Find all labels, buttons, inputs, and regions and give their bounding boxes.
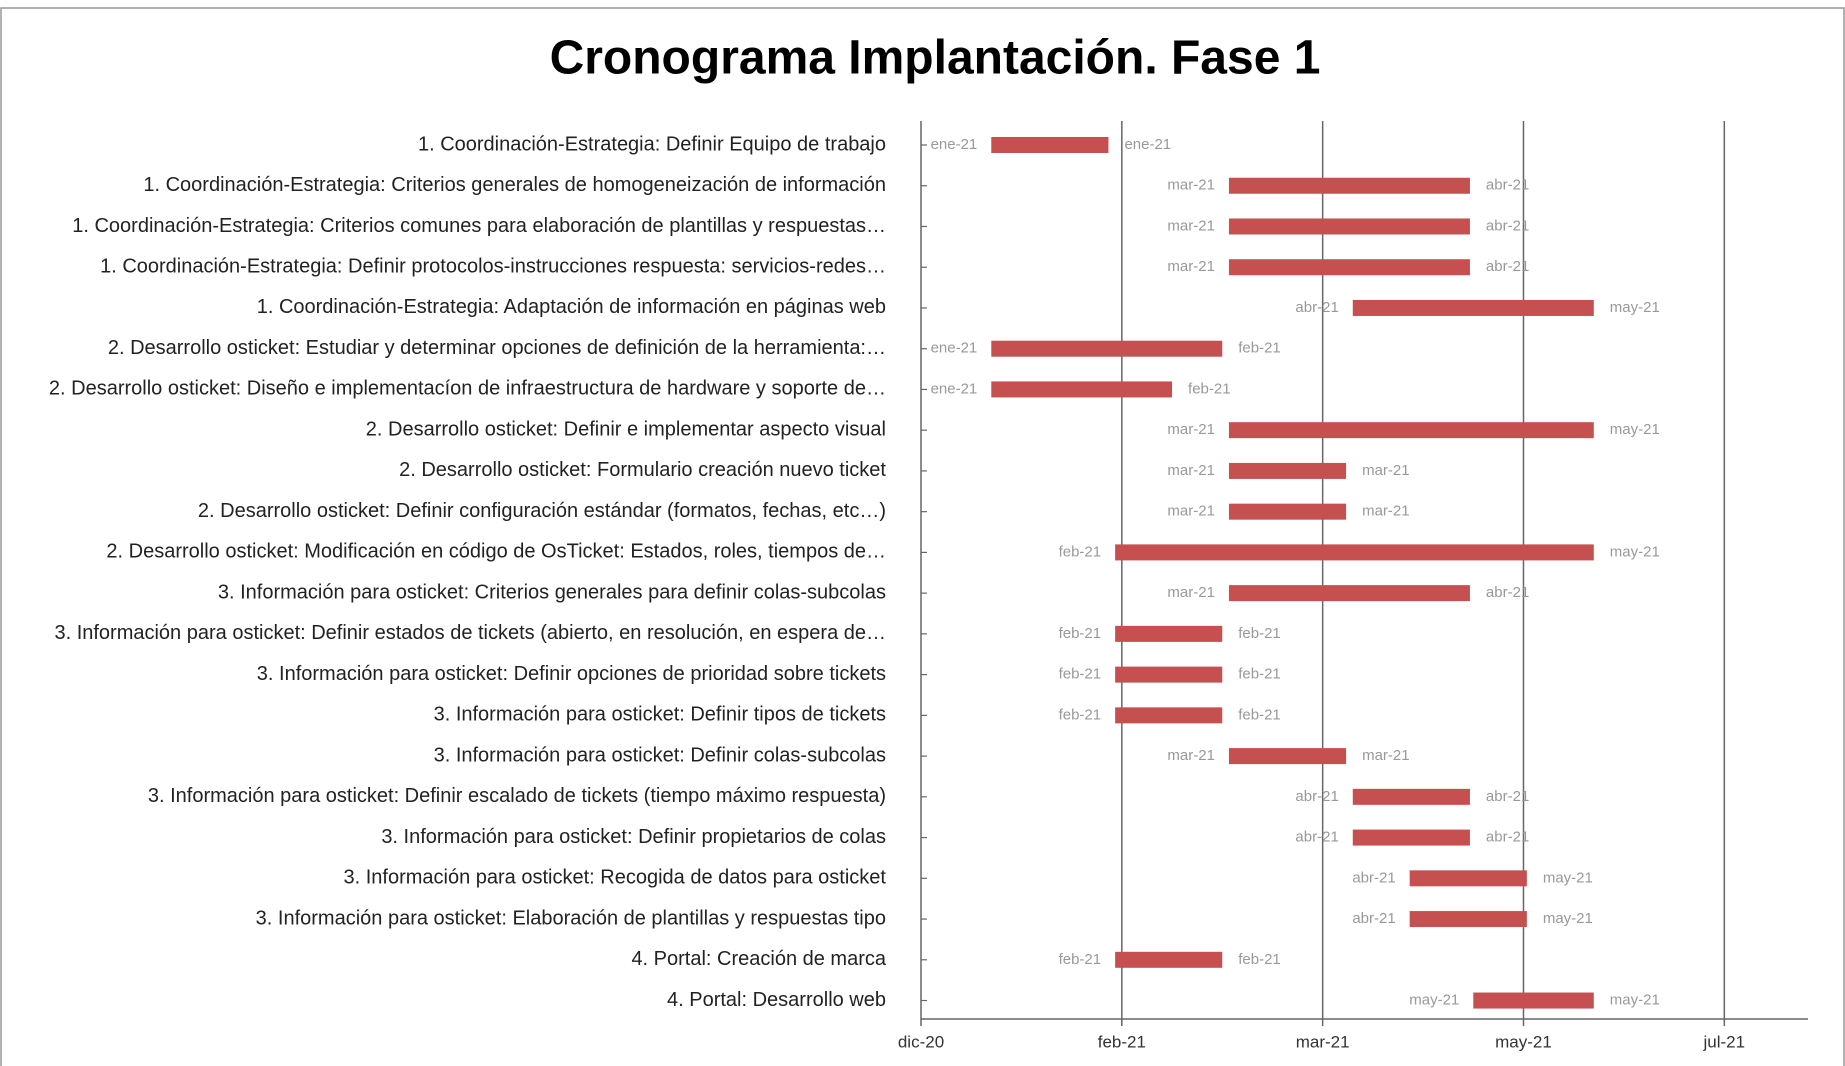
- end-label: abr-21: [1486, 788, 1529, 805]
- task-bar: [1115, 625, 1223, 642]
- task-label: 4. Portal: Desarrollo web: [667, 989, 886, 1011]
- start-label: feb-21: [1059, 625, 1102, 642]
- task-bar: [1352, 788, 1470, 805]
- task-label: 2. Desarrollo osticket: Formulario creac…: [399, 459, 886, 481]
- end-label: feb-21: [1238, 706, 1281, 723]
- x-tick-label: mar-21: [1296, 1032, 1350, 1051]
- start-label: abr-21: [1295, 829, 1338, 846]
- start-label: mar-21: [1167, 584, 1215, 601]
- start-label: feb-21: [1059, 951, 1102, 968]
- start-label: abr-21: [1352, 869, 1395, 886]
- end-label: mar-21: [1362, 462, 1410, 479]
- start-label: mar-21: [1167, 217, 1215, 234]
- task-bar: [1115, 707, 1223, 724]
- end-label: may-21: [1610, 421, 1660, 438]
- start-label: mar-21: [1167, 177, 1215, 194]
- task-bar: [1228, 259, 1470, 276]
- task-bar: [991, 340, 1223, 357]
- start-label: mar-21: [1167, 421, 1215, 438]
- start-label: feb-21: [1059, 666, 1102, 683]
- task-bar: [1228, 503, 1347, 520]
- task-bar: [1409, 870, 1527, 887]
- task-label: 2. Desarrollo osticket: Diseño e impleme…: [49, 378, 886, 400]
- end-label: feb-21: [1188, 380, 1231, 397]
- task-label: 3. Información para osticket: Definir co…: [434, 744, 886, 766]
- start-label: ene-21: [931, 380, 978, 397]
- task-bar: [991, 381, 1173, 398]
- task-label: 2. Desarrollo osticket: Modificación en …: [106, 541, 886, 563]
- start-label: ene-21: [931, 136, 978, 153]
- start-label: mar-21: [1167, 258, 1215, 275]
- end-label: feb-21: [1238, 625, 1281, 642]
- task-label: 1. Coordinación-Estrategia: Criterios ge…: [143, 174, 886, 196]
- end-label: abr-21: [1486, 584, 1529, 601]
- task-label: 2. Desarrollo osticket: Estudiar y deter…: [108, 337, 886, 359]
- frame: [0, 7, 1845, 1066]
- x-tick-label: jul-21: [1703, 1032, 1746, 1051]
- task-bar: [1228, 422, 1594, 439]
- end-label: ene-21: [1124, 136, 1171, 153]
- x-tick-label: may-21: [1495, 1032, 1552, 1051]
- task-bar: [1473, 992, 1594, 1009]
- end-label: mar-21: [1362, 747, 1410, 764]
- task-bar: [1115, 666, 1223, 683]
- task-label: 3. Información para osticket: Definir es…: [54, 622, 886, 644]
- task-bar: [1352, 299, 1594, 316]
- task-label: 3. Información para osticket: Definir pr…: [381, 826, 886, 848]
- start-label: abr-21: [1352, 910, 1395, 927]
- task-bar: [1228, 585, 1470, 602]
- chart-title: Cronograma Implantación. Fase 1: [550, 32, 1321, 85]
- task-label: 3. Información para osticket: Recogida d…: [343, 867, 886, 889]
- end-label: feb-21: [1238, 340, 1281, 357]
- task-bar: [1115, 544, 1594, 561]
- task-bar: [1352, 829, 1470, 846]
- task-label: 2. Desarrollo osticket: Definir e implem…: [366, 418, 886, 440]
- x-tick-label: feb-21: [1098, 1032, 1146, 1051]
- start-label: mar-21: [1167, 747, 1215, 764]
- task-bar: [1228, 462, 1347, 479]
- end-label: may-21: [1610, 299, 1660, 316]
- task-bar: [1115, 951, 1223, 968]
- end-label: abr-21: [1486, 829, 1529, 846]
- task-label: 3. Información para osticket: Elaboració…: [256, 907, 886, 929]
- task-bar: [1228, 177, 1470, 194]
- start-label: feb-21: [1059, 706, 1102, 723]
- end-label: may-21: [1610, 543, 1660, 560]
- start-label: mar-21: [1167, 503, 1215, 520]
- task-label: 3. Información para osticket: Criterios …: [218, 581, 886, 603]
- task-bar: [991, 137, 1109, 153]
- task-bar: [1228, 748, 1347, 765]
- end-label: feb-21: [1238, 666, 1281, 683]
- start-label: mar-21: [1167, 462, 1215, 479]
- task-label: 1. Coordinación-Estrategia: Adaptación d…: [257, 296, 886, 318]
- end-label: may-21: [1543, 869, 1593, 886]
- end-label: mar-21: [1362, 503, 1410, 520]
- task-label: 1. Coordinación-Estrategia: Definir prot…: [100, 256, 886, 278]
- task-label: 1. Coordinación-Estrategia: Criterios co…: [72, 215, 886, 237]
- start-label: feb-21: [1059, 543, 1102, 560]
- start-label: may-21: [1409, 992, 1459, 1009]
- x-tick-label: dic-20: [898, 1032, 944, 1051]
- end-label: abr-21: [1486, 258, 1529, 275]
- start-label: abr-21: [1295, 788, 1338, 805]
- end-label: may-21: [1543, 910, 1593, 927]
- task-bar: [1228, 218, 1470, 235]
- task-label: 3. Información para osticket: Definir es…: [148, 785, 886, 807]
- task-label: 3. Información para osticket: Definir ti…: [434, 704, 886, 726]
- task-label: 2. Desarrollo osticket: Definir configur…: [198, 500, 886, 522]
- end-label: may-21: [1610, 992, 1660, 1009]
- start-label: ene-21: [931, 340, 978, 357]
- end-label: abr-21: [1486, 177, 1529, 194]
- task-label: 1. Coordinación-Estrategia: Definir Equi…: [418, 133, 886, 155]
- task-bar: [1409, 911, 1527, 928]
- task-label: 3. Información para osticket: Definir op…: [257, 663, 886, 685]
- task-label: 4. Portal: Creación de marca: [631, 948, 886, 970]
- end-label: feb-21: [1238, 951, 1281, 968]
- end-label: abr-21: [1486, 217, 1529, 234]
- start-label: abr-21: [1295, 299, 1338, 316]
